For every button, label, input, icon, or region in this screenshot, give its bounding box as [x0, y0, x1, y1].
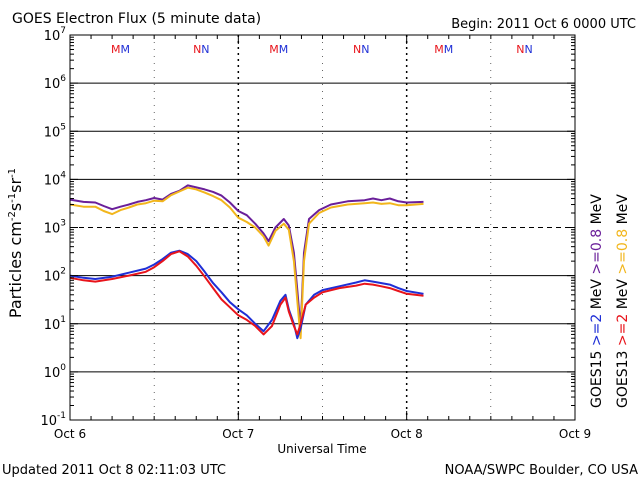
legend-unit: MeV [615, 194, 631, 229]
series-line-goes15_08mev [69, 184, 424, 330]
orbit-marker: NN [516, 43, 532, 56]
legend-energy: >=0.8 [589, 229, 605, 275]
legend-unit: MeV [589, 194, 605, 229]
y-tick-label: 104 [44, 170, 67, 188]
orbit-marker-letter: N [525, 43, 533, 56]
y-tick-label: 102 [44, 267, 66, 285]
x-axis-label: Universal Time [277, 442, 366, 456]
orbit-marker-letter: N [516, 43, 524, 56]
orbit-marker-letter: M [121, 43, 131, 56]
legend-energy: >=0.8 [615, 229, 631, 275]
y-tick-label-exponent: 3 [60, 219, 66, 229]
orbit-marker-letter: M [269, 43, 279, 56]
x-tick-label: Oct 7 [222, 427, 254, 441]
y-tick-label-base: 10 [44, 77, 61, 92]
y-axis-label: Particles cm-2s-1sr-1 [6, 168, 25, 318]
y-tick-label-exponent: 4 [60, 170, 66, 180]
legend-energy: >=2 [589, 314, 605, 346]
credit-label: NOAA/SWPC Boulder, CO USA [445, 463, 638, 478]
y-axis-label-part: -1 [7, 193, 18, 203]
y-tick-label-exponent: 1 [60, 315, 66, 325]
orbit-marker-letter: M [111, 43, 121, 56]
series-line-goes15_2mev [69, 249, 424, 340]
legend-energy: >=2 [615, 314, 631, 346]
orbit-marker: MM [111, 43, 130, 56]
x-tick-label: Oct 8 [391, 427, 423, 441]
grid-layer [70, 35, 575, 420]
y-tick-label-base: 10 [44, 173, 61, 188]
y-axis-label-part: -2 [7, 211, 18, 221]
y-axis-label-part: Particles cm [6, 221, 25, 318]
y-axis-label-part: sr [6, 178, 25, 193]
orbit-marker: NN [193, 43, 209, 56]
orbit-marker: MM [269, 43, 288, 56]
orbit-marker: MM [434, 43, 453, 56]
legend-satellite: GOES15 [589, 346, 605, 408]
legend-column: GOES13 >=2 MeV >=0.8 MeV [615, 194, 631, 408]
y-tick-label: 105 [44, 122, 66, 140]
y-tick-label-base: 10 [40, 414, 57, 429]
legend-unit: MeV [615, 275, 631, 314]
legend-satellite: GOES13 [615, 346, 631, 408]
y-tick-label-exponent: 7 [60, 26, 66, 36]
y-tick-label-base: 10 [44, 222, 61, 237]
y-axis-label-part: -1 [7, 168, 18, 178]
series-line-goes13_2mev [69, 250, 424, 336]
y-tick-label-base: 10 [44, 29, 61, 44]
x-tick-label: Oct 9 [559, 427, 591, 441]
orbit-marker-letter: N [353, 43, 361, 56]
begin-date-label: Begin: 2011 Oct 6 0000 UTC [451, 17, 636, 32]
markers-layer: MM NN MM NN MM NN [111, 43, 533, 56]
y-tick-label-exponent: -1 [57, 411, 66, 421]
orbit-marker-letter: M [444, 43, 454, 56]
orbit-marker-letter: M [434, 43, 444, 56]
legend-column: GOES15 >=2 MeV >=0.8 MeV [589, 194, 605, 408]
series-line-goes13_08mev [69, 186, 424, 340]
orbit-marker-letter: N [201, 43, 209, 56]
chart-title: GOES Electron Flux (5 minute data) [12, 11, 261, 27]
orbit-marker: NN [353, 43, 369, 56]
x-tick-label: Oct 6 [54, 427, 86, 441]
orbit-marker-letter: M [279, 43, 289, 56]
y-tick-label-exponent: 6 [60, 74, 66, 84]
orbit-marker-letter: N [361, 43, 369, 56]
y-tick-label: 10-1 [40, 411, 66, 429]
y-tick-label: 101 [44, 315, 66, 333]
y-axis-label-part: s [6, 203, 25, 211]
y-tick-label-exponent: 0 [60, 363, 66, 373]
y-tick-label-base: 10 [44, 125, 61, 140]
updated-timestamp: Updated 2011 Oct 8 02:11:03 UTC [2, 463, 226, 478]
y-tick-label-exponent: 5 [60, 122, 66, 132]
y-tick-label-base: 10 [44, 318, 61, 333]
plot-frame [69, 34, 576, 421]
y-tick-label: 103 [44, 219, 66, 237]
legend-unit: MeV [589, 275, 605, 314]
orbit-marker-letter: N [193, 43, 201, 56]
y-tick-label: 100 [44, 363, 67, 381]
y-tick-label-base: 10 [44, 270, 61, 285]
y-tick-label: 107 [44, 26, 66, 44]
y-tick-label-exponent: 2 [60, 267, 66, 277]
y-tick-label-base: 10 [44, 366, 61, 381]
y-tick-label: 106 [44, 74, 67, 92]
series-layer [69, 184, 424, 340]
